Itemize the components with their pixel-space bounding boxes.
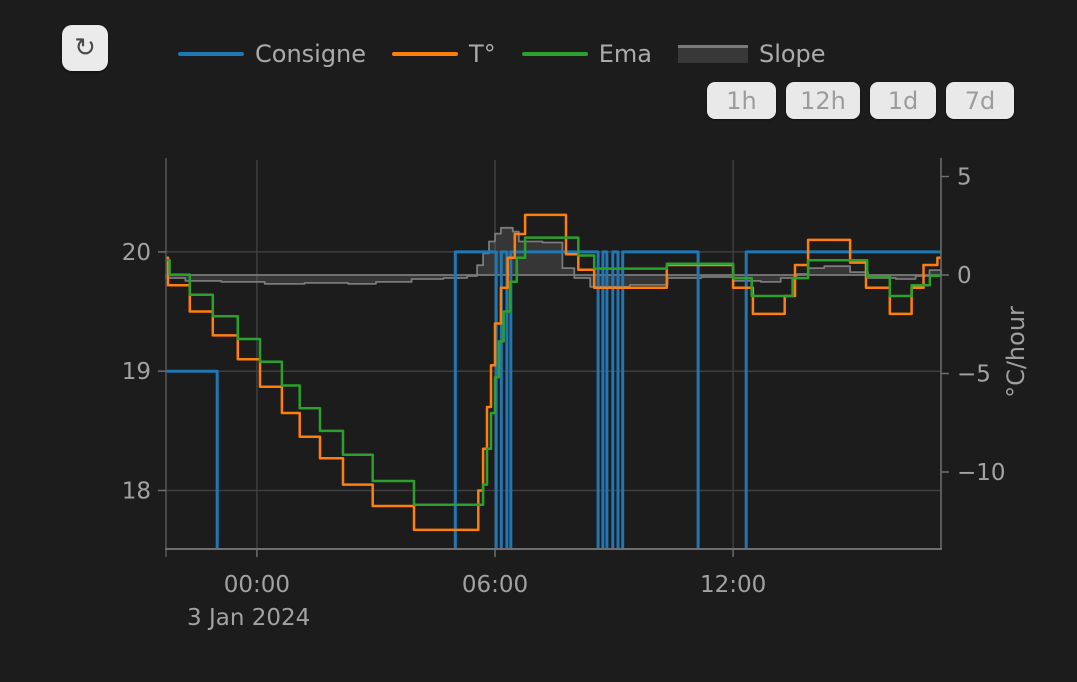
x-axis-date-label: 3 Jan 2024	[187, 605, 310, 631]
temperature-line-swatch-icon	[392, 52, 459, 56]
x-tick-label: 00:00	[224, 572, 290, 598]
series-t	[166, 213, 941, 532]
consigne-line-swatch-icon	[178, 52, 244, 56]
slope-area-swatch-icon	[677, 45, 748, 63]
legend-item-consigne[interactable]: Consigne	[178, 40, 366, 68]
x-tick-label: 12:00	[700, 572, 766, 598]
legend-item-slope[interactable]: Slope	[677, 40, 826, 68]
gridlines	[166, 160, 941, 549]
right-y-tick-label: −10	[957, 460, 1006, 486]
refresh-button[interactable]: ↻	[62, 25, 108, 71]
legend: Consigne T° Ema Slope	[178, 38, 826, 70]
legend-label-ema: Ema	[598, 40, 652, 68]
refresh-icon: ↻	[74, 33, 96, 63]
left-y-tick-label: 19	[122, 359, 151, 385]
left-y-tick-label: 20	[122, 240, 151, 266]
left-y-tick-label: 18	[122, 479, 151, 505]
right-y-tick-label: 0	[957, 263, 972, 289]
series-slope	[165, 226, 942, 288]
series-ema	[166, 236, 941, 507]
right-y-tick-label: −5	[957, 362, 991, 388]
right-axis-title: °C/hour	[1002, 306, 1030, 398]
legend-label-temperature: T°	[469, 40, 496, 68]
range-button-1d[interactable]: 1d	[870, 82, 936, 119]
legend-item-temperature[interactable]: T°	[392, 40, 496, 68]
range-button-1h[interactable]: 1h	[707, 82, 776, 119]
range-buttons: 1h 12h 1d 7d	[707, 82, 1014, 119]
ema-line-swatch-icon	[521, 52, 588, 56]
legend-label-consigne: Consigne	[255, 40, 367, 68]
right-y-tick-label: 5	[957, 165, 972, 191]
series-layer	[165, 213, 942, 549]
legend-item-ema[interactable]: Ema	[521, 40, 652, 68]
range-button-7d[interactable]: 7d	[946, 82, 1014, 119]
range-button-12h[interactable]: 12h	[786, 82, 860, 119]
series-consigne	[166, 250, 941, 549]
x-tick-label: 06:00	[462, 572, 528, 598]
legend-label-slope: Slope	[758, 40, 826, 68]
